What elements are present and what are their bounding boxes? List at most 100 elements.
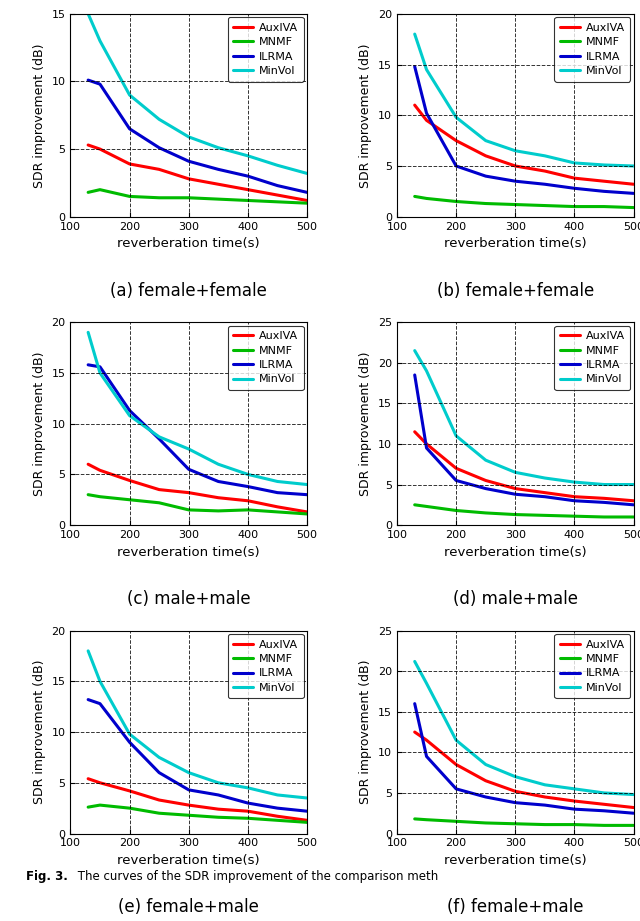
AuxIVA xyxy=(452,759,460,770)
MinVol xyxy=(156,752,163,763)
MinVol xyxy=(96,35,104,46)
MNMF xyxy=(125,495,133,506)
ILRMA xyxy=(185,156,193,167)
AuxIVA xyxy=(541,166,548,177)
MNMF xyxy=(185,192,193,204)
MNMF xyxy=(84,187,92,198)
AuxIVA xyxy=(244,806,252,817)
X-axis label: reverberation time(s): reverberation time(s) xyxy=(117,237,260,251)
ILRMA xyxy=(84,359,92,370)
ILRMA xyxy=(630,499,637,510)
MinVol xyxy=(303,479,311,490)
MinVol xyxy=(541,150,548,161)
MNMF xyxy=(422,501,430,512)
MinVol xyxy=(511,146,519,157)
ILRMA xyxy=(452,784,460,795)
MNMF xyxy=(214,811,222,822)
ILRMA xyxy=(600,496,608,507)
ILRMA xyxy=(303,806,311,817)
MNMF xyxy=(541,510,548,521)
MinVol xyxy=(244,469,252,480)
AuxIVA xyxy=(541,487,548,498)
Line: ILRMA: ILRMA xyxy=(415,704,634,813)
Line: AuxIVA: AuxIVA xyxy=(415,732,634,808)
ILRMA xyxy=(214,476,222,487)
ILRMA xyxy=(244,798,252,809)
Line: MinVol: MinVol xyxy=(88,14,307,173)
ILRMA xyxy=(214,164,222,175)
AuxIVA xyxy=(630,179,637,190)
MNMF xyxy=(411,813,419,824)
Line: AuxIVA: AuxIVA xyxy=(88,464,307,512)
AuxIVA xyxy=(125,786,133,797)
Line: AuxIVA: AuxIVA xyxy=(88,779,307,821)
MinVol xyxy=(482,455,490,466)
Legend: AuxIVA, MNMF, ILRMA, MinVol: AuxIVA, MNMF, ILRMA, MinVol xyxy=(554,325,630,390)
ILRMA xyxy=(482,483,490,494)
MNMF xyxy=(422,192,430,204)
ILRMA xyxy=(511,798,519,809)
MinVol xyxy=(214,142,222,153)
Line: AuxIVA: AuxIVA xyxy=(415,105,634,184)
ILRMA xyxy=(303,187,311,198)
AuxIVA xyxy=(411,727,419,738)
MNMF xyxy=(156,192,163,204)
MNMF xyxy=(600,820,608,831)
AuxIVA xyxy=(600,176,608,187)
ILRMA xyxy=(274,802,282,813)
ILRMA xyxy=(244,170,252,181)
AuxIVA xyxy=(244,495,252,507)
ILRMA xyxy=(571,804,579,815)
AuxIVA xyxy=(600,799,608,810)
ILRMA xyxy=(214,789,222,800)
ILRMA xyxy=(96,698,104,709)
ILRMA xyxy=(411,369,419,380)
MinVol xyxy=(422,64,430,76)
ILRMA xyxy=(541,491,548,502)
AuxIVA xyxy=(422,735,430,746)
Line: MNMF: MNMF xyxy=(415,819,634,825)
ILRMA xyxy=(452,160,460,171)
MinVol xyxy=(274,789,282,800)
MinVol xyxy=(244,150,252,161)
MinVol xyxy=(600,159,608,170)
MinVol xyxy=(411,345,419,356)
Line: AuxIVA: AuxIVA xyxy=(88,145,307,201)
ILRMA xyxy=(511,489,519,500)
MNMF xyxy=(303,198,311,209)
MNMF xyxy=(452,816,460,827)
ILRMA xyxy=(422,751,430,762)
AuxIVA xyxy=(274,190,282,201)
Text: (f) female+male: (f) female+male xyxy=(447,898,584,916)
AuxIVA xyxy=(482,150,490,161)
MinVol xyxy=(600,479,608,490)
MNMF xyxy=(185,505,193,516)
AuxIVA xyxy=(84,774,92,785)
Y-axis label: SDR improvement (dB): SDR improvement (dB) xyxy=(33,352,46,495)
MinVol xyxy=(571,784,579,795)
MNMF xyxy=(511,818,519,829)
Line: MNMF: MNMF xyxy=(88,805,307,822)
ILRMA xyxy=(571,495,579,507)
AuxIVA xyxy=(96,465,104,476)
Line: MNMF: MNMF xyxy=(415,196,634,207)
MNMF xyxy=(630,202,637,213)
AuxIVA xyxy=(600,493,608,504)
MinVol xyxy=(541,472,548,484)
MinVol xyxy=(125,729,133,740)
AuxIVA xyxy=(214,804,222,815)
AuxIVA xyxy=(156,484,163,495)
ILRMA xyxy=(600,186,608,197)
MNMF xyxy=(244,195,252,206)
ILRMA xyxy=(541,179,548,190)
MNMF xyxy=(84,489,92,500)
MinVol xyxy=(452,735,460,746)
MinVol xyxy=(214,777,222,788)
MinVol xyxy=(422,678,430,689)
ILRMA xyxy=(156,142,163,153)
MNMF xyxy=(571,819,579,830)
Line: AuxIVA: AuxIVA xyxy=(415,432,634,501)
Text: Fig. 3.: Fig. 3. xyxy=(26,870,67,883)
AuxIVA xyxy=(630,495,637,507)
ILRMA xyxy=(600,805,608,816)
